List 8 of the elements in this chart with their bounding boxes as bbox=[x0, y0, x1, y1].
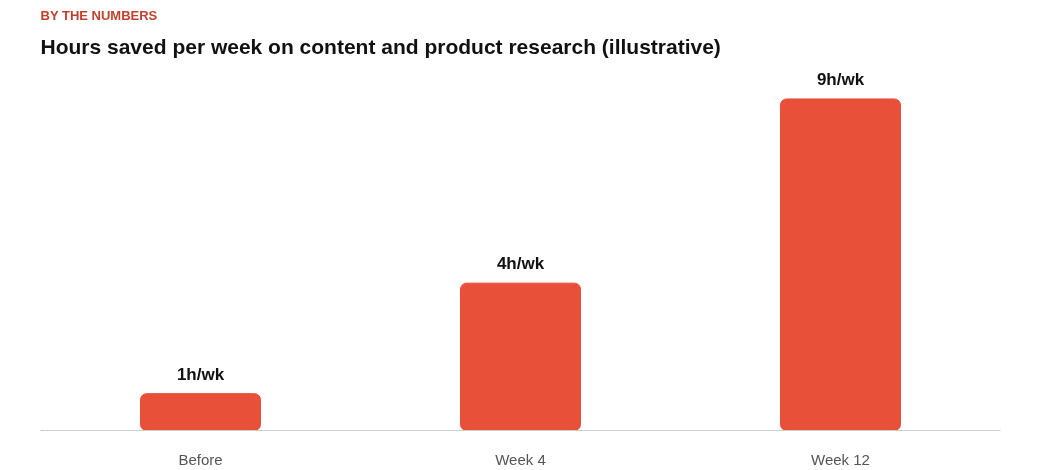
chart-title: Hours saved per week on content and product research (illustrative) bbox=[40, 34, 721, 58]
data-label: 9h/wk bbox=[816, 69, 865, 89]
chart-subtitle: BY THE NUMBERS bbox=[40, 7, 158, 23]
x-tick-label: Week 4 bbox=[495, 450, 546, 468]
data-label: 1h/wk bbox=[176, 364, 225, 384]
x-tick-label: Before bbox=[178, 450, 223, 468]
data-label: 4h/wk bbox=[496, 254, 545, 274]
x-tick-label: Week 12 bbox=[811, 450, 870, 468]
